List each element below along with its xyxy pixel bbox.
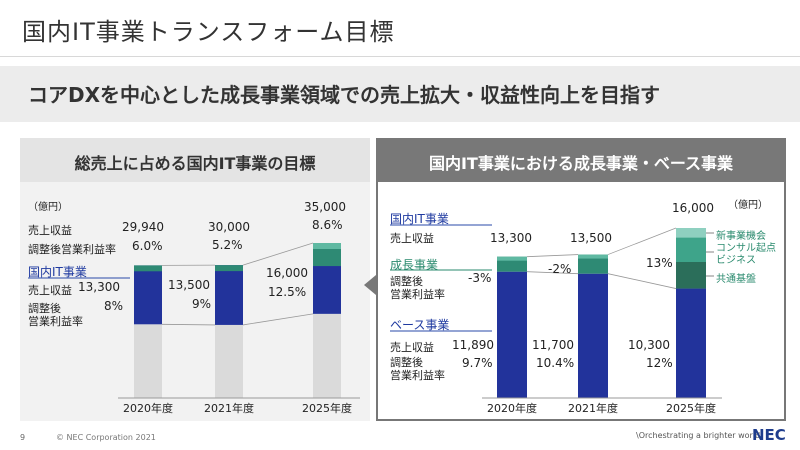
right-domestic-label: 国内IT事業: [390, 212, 449, 226]
right-base-revenue: 売上収益: [390, 341, 434, 354]
right-total-2025: 16,000: [672, 201, 714, 215]
right-bar-growth-light-0: [497, 256, 527, 261]
left-bar-top-light-2: [313, 243, 341, 249]
right-bar-base-2: [676, 288, 706, 398]
left-panel-header: [20, 138, 370, 182]
right-total-2020: 13,300: [490, 231, 532, 245]
left-bar-other-2: [313, 313, 341, 398]
copyright: © NEC Corporation 2021: [56, 433, 156, 442]
left-row-revenue: 売上収益: [28, 224, 72, 237]
right-growth-margin-2021: -2%: [548, 262, 572, 276]
right-xtick-0: 2020年度: [487, 401, 537, 415]
left-bar-domestic-0: [134, 265, 162, 325]
right-base-margin-b: 営業利益率: [390, 369, 445, 382]
left-panel: [20, 138, 370, 421]
left-connector-bottom-1: [242, 313, 314, 326]
right-bar-base-1: [578, 273, 608, 398]
right-xtick-2: 2025年度: [666, 401, 716, 415]
left-total-revenue-2025: 35,000: [304, 200, 346, 214]
right-connector-top-1: [607, 227, 677, 255]
left-domestic-revenue-2020: 13,300: [78, 280, 120, 294]
left-bar-other-1: [215, 324, 243, 398]
right-bar-growth-seg-2: [676, 262, 706, 289]
left-xtick-0: 2020年度: [123, 401, 173, 415]
left-domestic-label: 国内IT事業: [28, 265, 87, 279]
right-bar-growth-1: [578, 254, 608, 274]
left-domestic-margin-2025: 12.5%: [268, 285, 307, 299]
left-total-revenue-2021: 30,000: [208, 220, 250, 234]
left-bar-top-0: [134, 265, 162, 272]
right-bar-base-0: [497, 271, 527, 398]
right-growth-margin-a: 調整後: [390, 275, 423, 288]
left-bar-domestic-1: [215, 265, 243, 325]
right-growth-margin-2020: -3%: [468, 271, 492, 285]
subtitle-text: コアDXを中心とした成長事業領域での売上拡大・収益性向上を目指す: [28, 83, 661, 107]
left-domestic-margin-2021: 9%: [192, 297, 212, 311]
right-base-margin-2021: 10.4%: [536, 356, 575, 370]
left-row-margin2b: 営業利益率: [28, 315, 83, 328]
right-connector-bottom-0: [526, 271, 579, 275]
right-base-revenue-2021: 11,700: [532, 338, 574, 352]
left-row-revenue2: 売上収益: [28, 284, 72, 297]
right-base-revenue-2020: 11,890: [452, 338, 494, 352]
right-unit: （億円）: [728, 200, 768, 211]
right-growth-label: 成長事業: [390, 258, 439, 272]
right-bar-growth-seg-0: [676, 228, 706, 238]
right-growth-margin-2025: 13%: [646, 256, 673, 270]
right-panel-header: [376, 138, 786, 182]
legend-consulting: コンサル起点ビジネス: [716, 243, 776, 266]
right-connector-top-0: [526, 254, 579, 258]
left-row-margin: 調整後営業利益率: [28, 243, 116, 256]
left-domestic-revenue-2021: 13,500: [168, 278, 210, 292]
left-bar-other-0: [134, 324, 162, 398]
right-total-2021: 13,500: [570, 231, 612, 245]
left-total-margin-2020: 6.0%: [132, 239, 163, 253]
left-connector-bottom-0: [161, 323, 216, 326]
nec-logo: NEC: [752, 426, 786, 444]
right-xtick-1: 2021年度: [568, 401, 618, 415]
left-unit: （億円）: [28, 202, 68, 213]
legend-new-opportunity: 新事業機会: [716, 231, 766, 242]
left-panel-title: 総売上に占める国内IT事業の目標: [74, 154, 316, 173]
page-number: 9: [20, 433, 26, 442]
panel-arrow: [364, 275, 376, 295]
left-domestic-revenue-2025: 16,000: [266, 266, 308, 280]
tagline: \Orchestrating a brighter world: [636, 431, 761, 440]
right-base-margin-2025: 12%: [646, 356, 673, 370]
right-base-margin-a: 調整後: [390, 356, 423, 369]
right-panel-title: 国内IT事業における成長事業・ベース事業: [428, 154, 734, 173]
left-total-margin-2025: 8.6%: [312, 218, 343, 232]
right-bar-growth-seg-1: [676, 237, 706, 262]
left-total-margin-2021: 5.2%: [212, 238, 243, 252]
left-bar-top-1: [215, 265, 243, 272]
page-title: 国内IT事業トランスフォーム目標: [22, 18, 395, 46]
subtitle-banner: [0, 66, 800, 122]
right-base-margin-2020: 9.7%: [462, 356, 493, 370]
left-xtick-2: 2025年度: [302, 401, 352, 415]
left-total-revenue-2020: 29,940: [122, 220, 164, 234]
legend-common-platform: 共通基盤: [716, 274, 756, 285]
left-domestic-margin-2020: 8%: [104, 299, 124, 313]
right-connector-bottom-1: [607, 273, 677, 289]
left-row-margin2a: 調整後: [28, 302, 61, 315]
right-row-revenue: 売上収益: [390, 232, 434, 245]
left-xtick-1: 2021年度: [204, 401, 254, 415]
left-connector-top-1: [242, 242, 314, 266]
right-base-label: ベース事業: [390, 318, 450, 332]
title-divider: [0, 56, 800, 57]
right-bar-growth-light-1: [578, 254, 608, 259]
right-base-revenue-2025: 10,300: [628, 338, 670, 352]
right-growth-margin-b: 営業利益率: [390, 288, 445, 301]
